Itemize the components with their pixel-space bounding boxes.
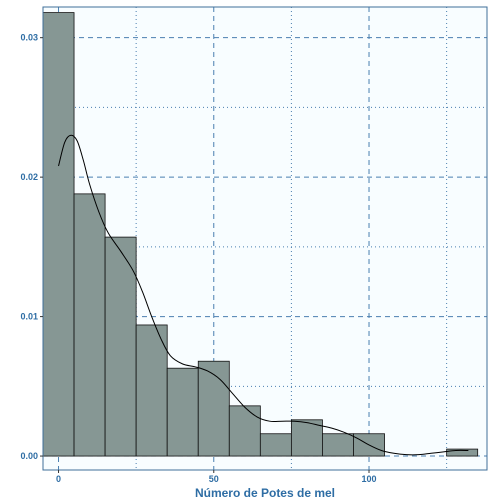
histogram-bar-4 bbox=[166, 367, 199, 457]
histogram-bar-1 bbox=[73, 193, 106, 457]
y-tick-label: 0.02 bbox=[20, 172, 38, 182]
y-tick-label: 0.00 bbox=[20, 451, 38, 461]
histogram-bar-0 bbox=[42, 12, 75, 457]
histogram-bar-7 bbox=[259, 433, 292, 457]
histogram-bar-5 bbox=[197, 360, 230, 457]
histogram-bar-9 bbox=[322, 433, 354, 457]
y-tick-label: 0.03 bbox=[20, 33, 38, 43]
histogram-bar-6 bbox=[228, 405, 261, 457]
x-tick-label: 0 bbox=[56, 474, 61, 484]
x-axis-ticks: 0 50 100 bbox=[56, 470, 377, 484]
x-tick-label: 50 bbox=[209, 474, 219, 484]
histogram-bar-2 bbox=[104, 236, 137, 457]
y-axis-ticks: 0.00 0.01 0.02 0.03 bbox=[20, 33, 43, 461]
histogram-bars bbox=[42, 12, 479, 457]
histogram-bar-13 bbox=[446, 448, 479, 457]
x-axis-title: Número de Potes de mel bbox=[195, 486, 335, 500]
histogram-bar-3 bbox=[135, 324, 168, 457]
panel-border bbox=[42, 6, 488, 471]
histogram-bar-8 bbox=[290, 419, 323, 457]
x-tick-label: 100 bbox=[361, 474, 376, 484]
y-tick-label: 0.01 bbox=[20, 312, 38, 322]
density-curve bbox=[58, 134, 469, 456]
